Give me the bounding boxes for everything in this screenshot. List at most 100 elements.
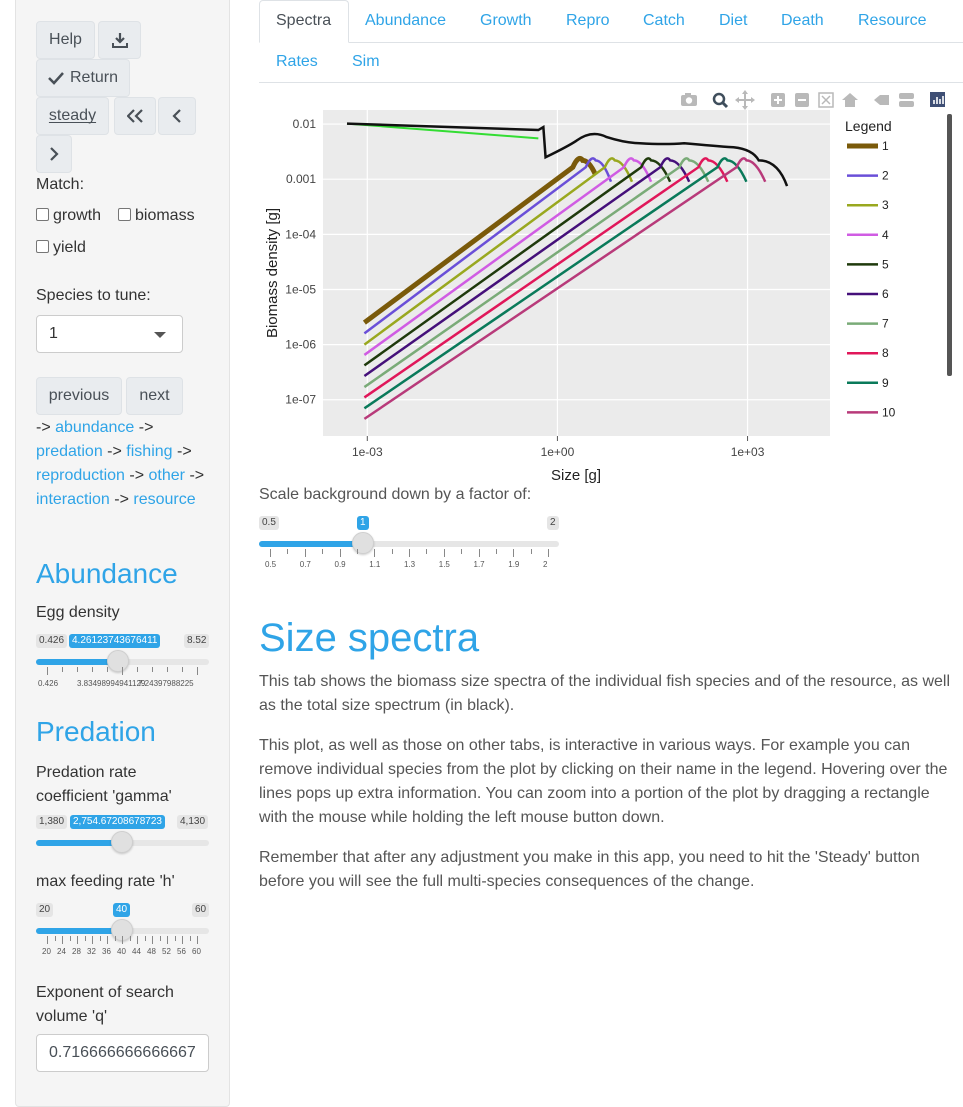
- egg-tick-min: 0.426: [38, 679, 59, 688]
- biomass-checkbox[interactable]: [118, 208, 131, 221]
- check-icon: [48, 72, 64, 85]
- slider-tick-mark: [478, 549, 480, 557]
- nav-link-predation[interactable]: predation: [36, 443, 103, 460]
- slider-tick-label: 0.5: [265, 560, 277, 569]
- plotly-logo-icon[interactable]: [930, 92, 945, 107]
- resource-line[interactable]: [346, 122, 539, 140]
- scale-track[interactable]: [259, 541, 559, 547]
- series-line-4[interactable]: [363, 157, 653, 356]
- download-button[interactable]: [98, 21, 141, 59]
- tab-death[interactable]: Death: [781, 12, 824, 29]
- gamma-handle[interactable]: [111, 831, 133, 853]
- tab-border: [349, 42, 963, 43]
- zoom-icon[interactable]: [712, 92, 729, 109]
- legend-title: Legend: [845, 118, 892, 134]
- scale-handle[interactable]: [352, 532, 374, 554]
- series-line-5[interactable]: [363, 157, 672, 367]
- nav-link-other[interactable]: other: [148, 467, 185, 484]
- y-tick-label: 1e-07: [285, 393, 316, 407]
- nav-arrow: ->: [107, 443, 122, 460]
- slider-tick-mark: [62, 936, 63, 944]
- series-line-2[interactable]: [363, 157, 613, 335]
- slider-tick-mark: [426, 549, 428, 554]
- series-line-6[interactable]: [363, 157, 691, 377]
- series-line-10[interactable]: [363, 157, 767, 420]
- pan-icon[interactable]: [735, 90, 755, 110]
- legend-item-3[interactable]: 3: [847, 198, 889, 212]
- legend-label: 5: [882, 257, 889, 271]
- slider-tick-mark: [77, 936, 78, 944]
- return-button-label: Return: [69, 69, 119, 86]
- tab-sim[interactable]: Sim: [352, 53, 380, 70]
- legend-item-10[interactable]: 10: [847, 405, 896, 419]
- nav-link-fishing[interactable]: fishing: [126, 443, 173, 460]
- reset-axes-icon[interactable]: [842, 93, 858, 107]
- slider-tick-mark: [92, 667, 93, 672]
- legend-item-1[interactable]: 1: [847, 139, 889, 153]
- species-select[interactable]: 1: [36, 315, 183, 353]
- nav-link-reproduction[interactable]: reproduction: [36, 467, 125, 484]
- slider-tick-label: 60: [192, 947, 201, 956]
- legend[interactable]: 1 2 3 4 5 6 7 8 9 10: [847, 139, 896, 419]
- y-tick-label: 0.01: [293, 117, 317, 131]
- tab-catch[interactable]: Catch: [643, 12, 685, 29]
- tab-abundance[interactable]: Abundance: [365, 12, 446, 29]
- autoscale-icon[interactable]: [818, 92, 834, 108]
- return-button[interactable]: Return: [36, 59, 130, 97]
- legend-item-4[interactable]: 4: [847, 228, 889, 242]
- slider-tick-label: 36: [102, 947, 111, 956]
- yield-checkbox[interactable]: [36, 240, 49, 253]
- series-line-9[interactable]: [363, 157, 748, 410]
- tab-diet[interactable]: Diet: [719, 12, 748, 29]
- scale-value: 1: [357, 516, 369, 530]
- camera-icon[interactable]: [681, 93, 697, 106]
- forward-button[interactable]: [36, 135, 72, 173]
- legend-label: 3: [882, 198, 889, 212]
- total-spectrum-line[interactable]: [346, 122, 789, 187]
- series-line-1[interactable]: [362, 155, 598, 325]
- tab-spectra[interactable]: Spectra: [276, 12, 332, 29]
- tab-repro[interactable]: Repro: [566, 12, 610, 29]
- h-min: 20: [36, 903, 54, 917]
- legend-item-8[interactable]: 8: [847, 346, 889, 360]
- legend-item-6[interactable]: 6: [847, 287, 889, 301]
- zoom-out-icon[interactable]: [795, 93, 809, 107]
- compare-hover-icon[interactable]: [899, 93, 914, 107]
- egg-density-handle[interactable]: [107, 650, 129, 672]
- help-button-label: Help: [49, 31, 82, 48]
- help-button[interactable]: Help: [36, 21, 95, 59]
- zoom-in-icon[interactable]: [771, 93, 785, 107]
- slider-tick-mark: [54, 936, 56, 941]
- slider-tick-mark: [47, 936, 48, 944]
- nav-link-interaction[interactable]: interaction: [36, 491, 110, 508]
- nav-arrow: ->: [129, 467, 145, 484]
- back-button[interactable]: [158, 97, 196, 135]
- section-nav: -> abundance -> predation -> fishing -> …: [36, 416, 216, 512]
- slider-tick-mark: [339, 549, 341, 557]
- tab-resource[interactable]: Resource: [858, 12, 927, 29]
- legend-item-9[interactable]: 9: [847, 376, 889, 390]
- legend-item-7[interactable]: 7: [847, 317, 889, 331]
- slider-tick-mark: [548, 549, 549, 557]
- previous-button[interactable]: previous: [36, 377, 122, 415]
- legend-scrollbar[interactable]: [947, 114, 952, 376]
- legend-item-2[interactable]: 2: [847, 169, 889, 183]
- series-line-7[interactable]: [363, 157, 710, 389]
- nav-link-resource[interactable]: resource: [133, 491, 196, 508]
- spike-lines-icon[interactable]: [874, 95, 889, 105]
- tab-rates[interactable]: Rates: [276, 53, 318, 70]
- legend-item-5[interactable]: 5: [847, 257, 889, 271]
- spectra-plot[interactable]: 0.01 0.001 1e-04 1e-05 1e-06 1e-07 1e-03 1e+00…: [259, 88, 963, 488]
- slider-tick-label: 40: [117, 947, 126, 956]
- steady-button[interactable]: steady: [36, 97, 109, 135]
- next-button[interactable]: next: [126, 377, 183, 415]
- growth-checkbox[interactable]: [36, 208, 49, 221]
- series-line-3[interactable]: [363, 157, 634, 346]
- series-line-8[interactable]: [363, 157, 729, 399]
- nav-link-abundance[interactable]: abundance: [55, 419, 135, 436]
- q-input[interactable]: 0.716666666666667: [36, 1034, 209, 1072]
- slider-tick-mark: [107, 936, 108, 944]
- back-fast-button[interactable]: [114, 97, 156, 135]
- gamma-fill: [36, 840, 122, 846]
- tab-growth[interactable]: Growth: [480, 12, 532, 29]
